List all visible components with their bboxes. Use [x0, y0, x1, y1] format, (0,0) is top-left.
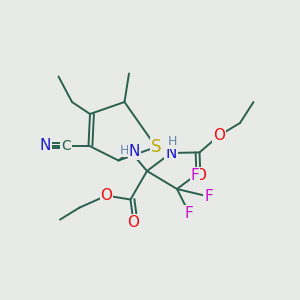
Text: O: O: [194, 168, 206, 183]
Text: N: N: [39, 138, 51, 153]
Text: N: N: [165, 146, 177, 160]
Text: H: H: [120, 143, 129, 157]
Text: N: N: [129, 144, 140, 159]
Text: O: O: [100, 188, 112, 203]
Text: C: C: [61, 139, 71, 152]
Text: O: O: [213, 128, 225, 143]
Text: O: O: [128, 215, 140, 230]
Text: F: F: [184, 206, 194, 220]
Text: F: F: [190, 168, 200, 183]
Text: S: S: [151, 138, 161, 156]
Text: H: H: [168, 135, 177, 148]
Text: F: F: [204, 189, 213, 204]
